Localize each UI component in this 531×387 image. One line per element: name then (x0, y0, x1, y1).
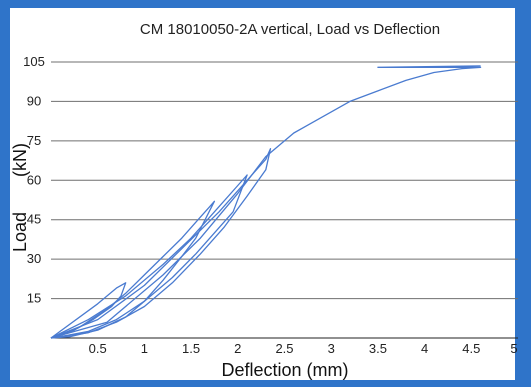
x-tick-label-2.5: 2.5 (275, 341, 293, 356)
y-tick-label-90: 90 (27, 93, 41, 108)
y-tick-label-60: 60 (27, 172, 41, 187)
x-tick-label-4.5: 4.5 (462, 341, 480, 356)
y-tick-label-75: 75 (27, 133, 41, 148)
x-tick-label-3: 3 (328, 341, 335, 356)
x-tick-label-2: 2 (234, 341, 241, 356)
series-line-5 (50, 65, 482, 339)
series-line-4 (50, 148, 272, 339)
x-axis-label: Deflection (mm) (221, 360, 348, 380)
x-tick-label-1: 1 (141, 341, 148, 356)
y-axis-label-word: Load (10, 212, 30, 252)
y-tick-label-30: 30 (27, 251, 41, 266)
x-tick-label-5: 5 (510, 341, 517, 356)
series-line-3 (50, 174, 248, 339)
x-tick-label-4: 4 (421, 341, 428, 356)
chart-title: CM 18010050-2A vertical, Load vs Deflect… (140, 21, 440, 38)
x-tick-label-0.5: 0.5 (89, 341, 107, 356)
y-tick-label-45: 45 (27, 212, 41, 227)
grid-lines (51, 61, 518, 300)
y-tick-label-105: 105 (23, 54, 45, 69)
x-tick-label-1.5: 1.5 (182, 341, 200, 356)
y-axis-label-unit: (kN) (10, 143, 30, 177)
series-line-1 (50, 200, 216, 339)
series-lines (50, 65, 482, 339)
x-tick-label-3.5: 3.5 (369, 341, 387, 356)
tick-labels: 15 30 45 60 75 90 105 0.5 1 1.5 2 2.5 3 3.5 4 4.5 5 (23, 54, 517, 356)
y-tick-label-15: 15 (27, 291, 41, 306)
series-line-2 (50, 282, 127, 339)
